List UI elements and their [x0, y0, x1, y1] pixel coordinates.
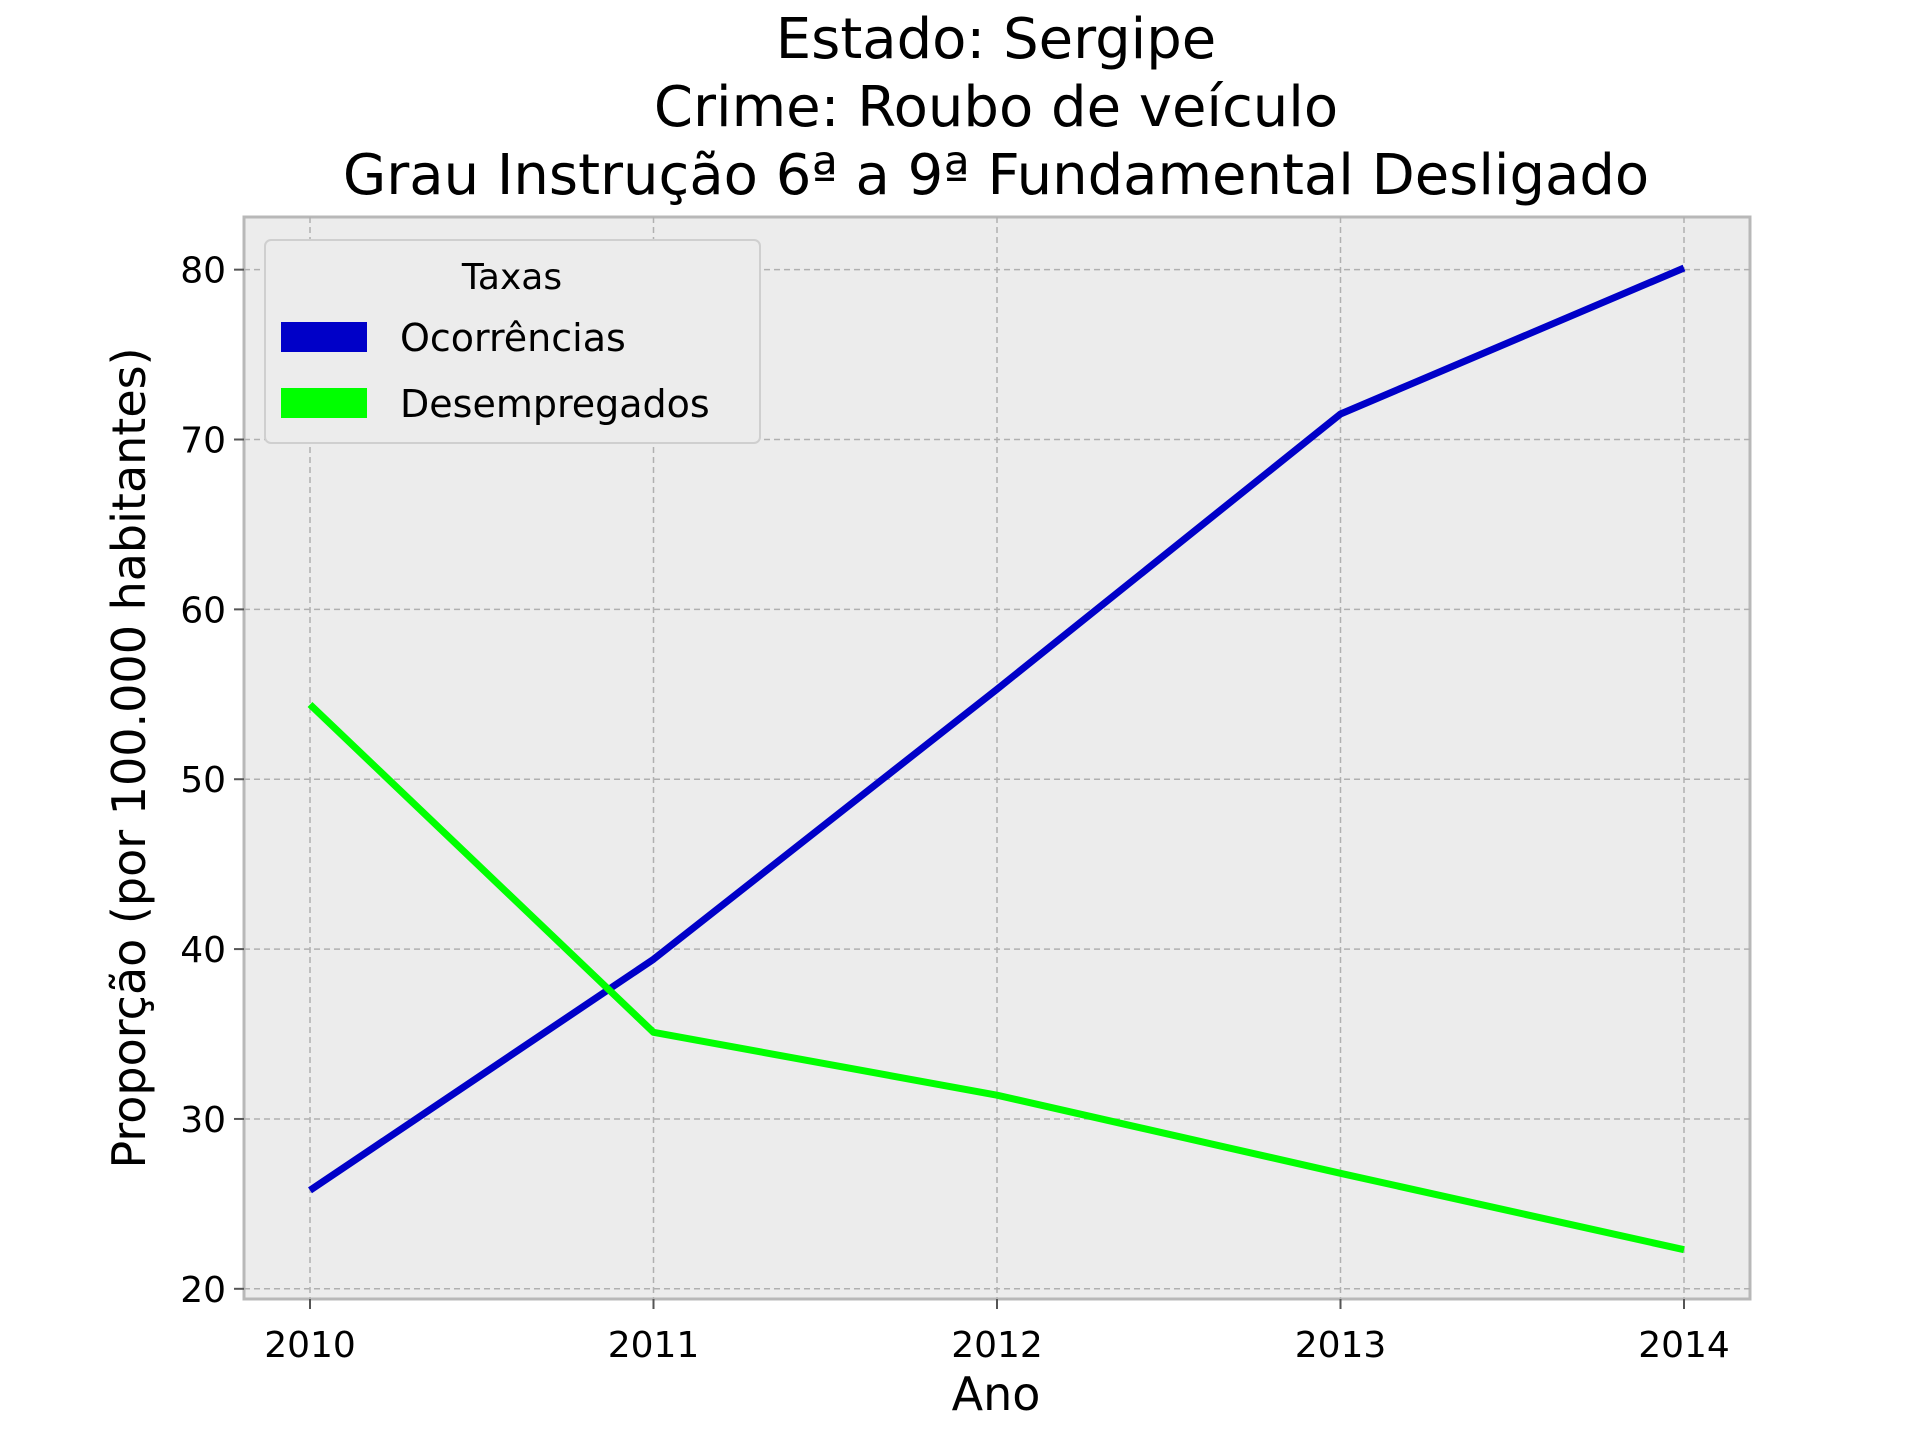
x-tick-label: 2013	[1295, 1325, 1387, 1366]
legend-label-ocorrencias: Ocorrências	[400, 316, 626, 360]
chart-title-line-3: Grau Instrução 6ª a 9ª Fundamental Desli…	[343, 143, 1649, 208]
x-tick-label: 2011	[608, 1325, 700, 1366]
y-tick-label: 50	[180, 760, 226, 801]
legend-swatch-ocorrencias	[281, 322, 367, 352]
legend-swatch-desempregados	[281, 388, 367, 418]
chart-legend: Taxas Ocorrências Desempregados	[265, 240, 760, 443]
legend-label-desempregados: Desempregados	[400, 382, 710, 426]
chart-title-line-2: Crime: Roubo de veículo	[654, 75, 1338, 140]
x-tick-label: 2014	[1638, 1325, 1730, 1366]
legend-title: Taxas	[461, 257, 562, 298]
y-tick-label: 30	[180, 1100, 226, 1141]
y-axis-label: Proporção (por 100.000 habitantes)	[102, 347, 156, 1168]
x-tick-label: 2012	[951, 1325, 1043, 1366]
x-axis-label: Ano	[952, 1367, 1041, 1421]
y-tick-label: 60	[180, 590, 226, 631]
y-tick-label: 80	[180, 251, 226, 292]
chart-title-line-1: Estado: Sergipe	[776, 7, 1216, 72]
y-tick-label: 70	[180, 421, 226, 462]
x-tick-label: 2010	[264, 1325, 356, 1366]
y-tick-label: 20	[180, 1270, 226, 1311]
y-tick-label: 40	[180, 930, 226, 971]
